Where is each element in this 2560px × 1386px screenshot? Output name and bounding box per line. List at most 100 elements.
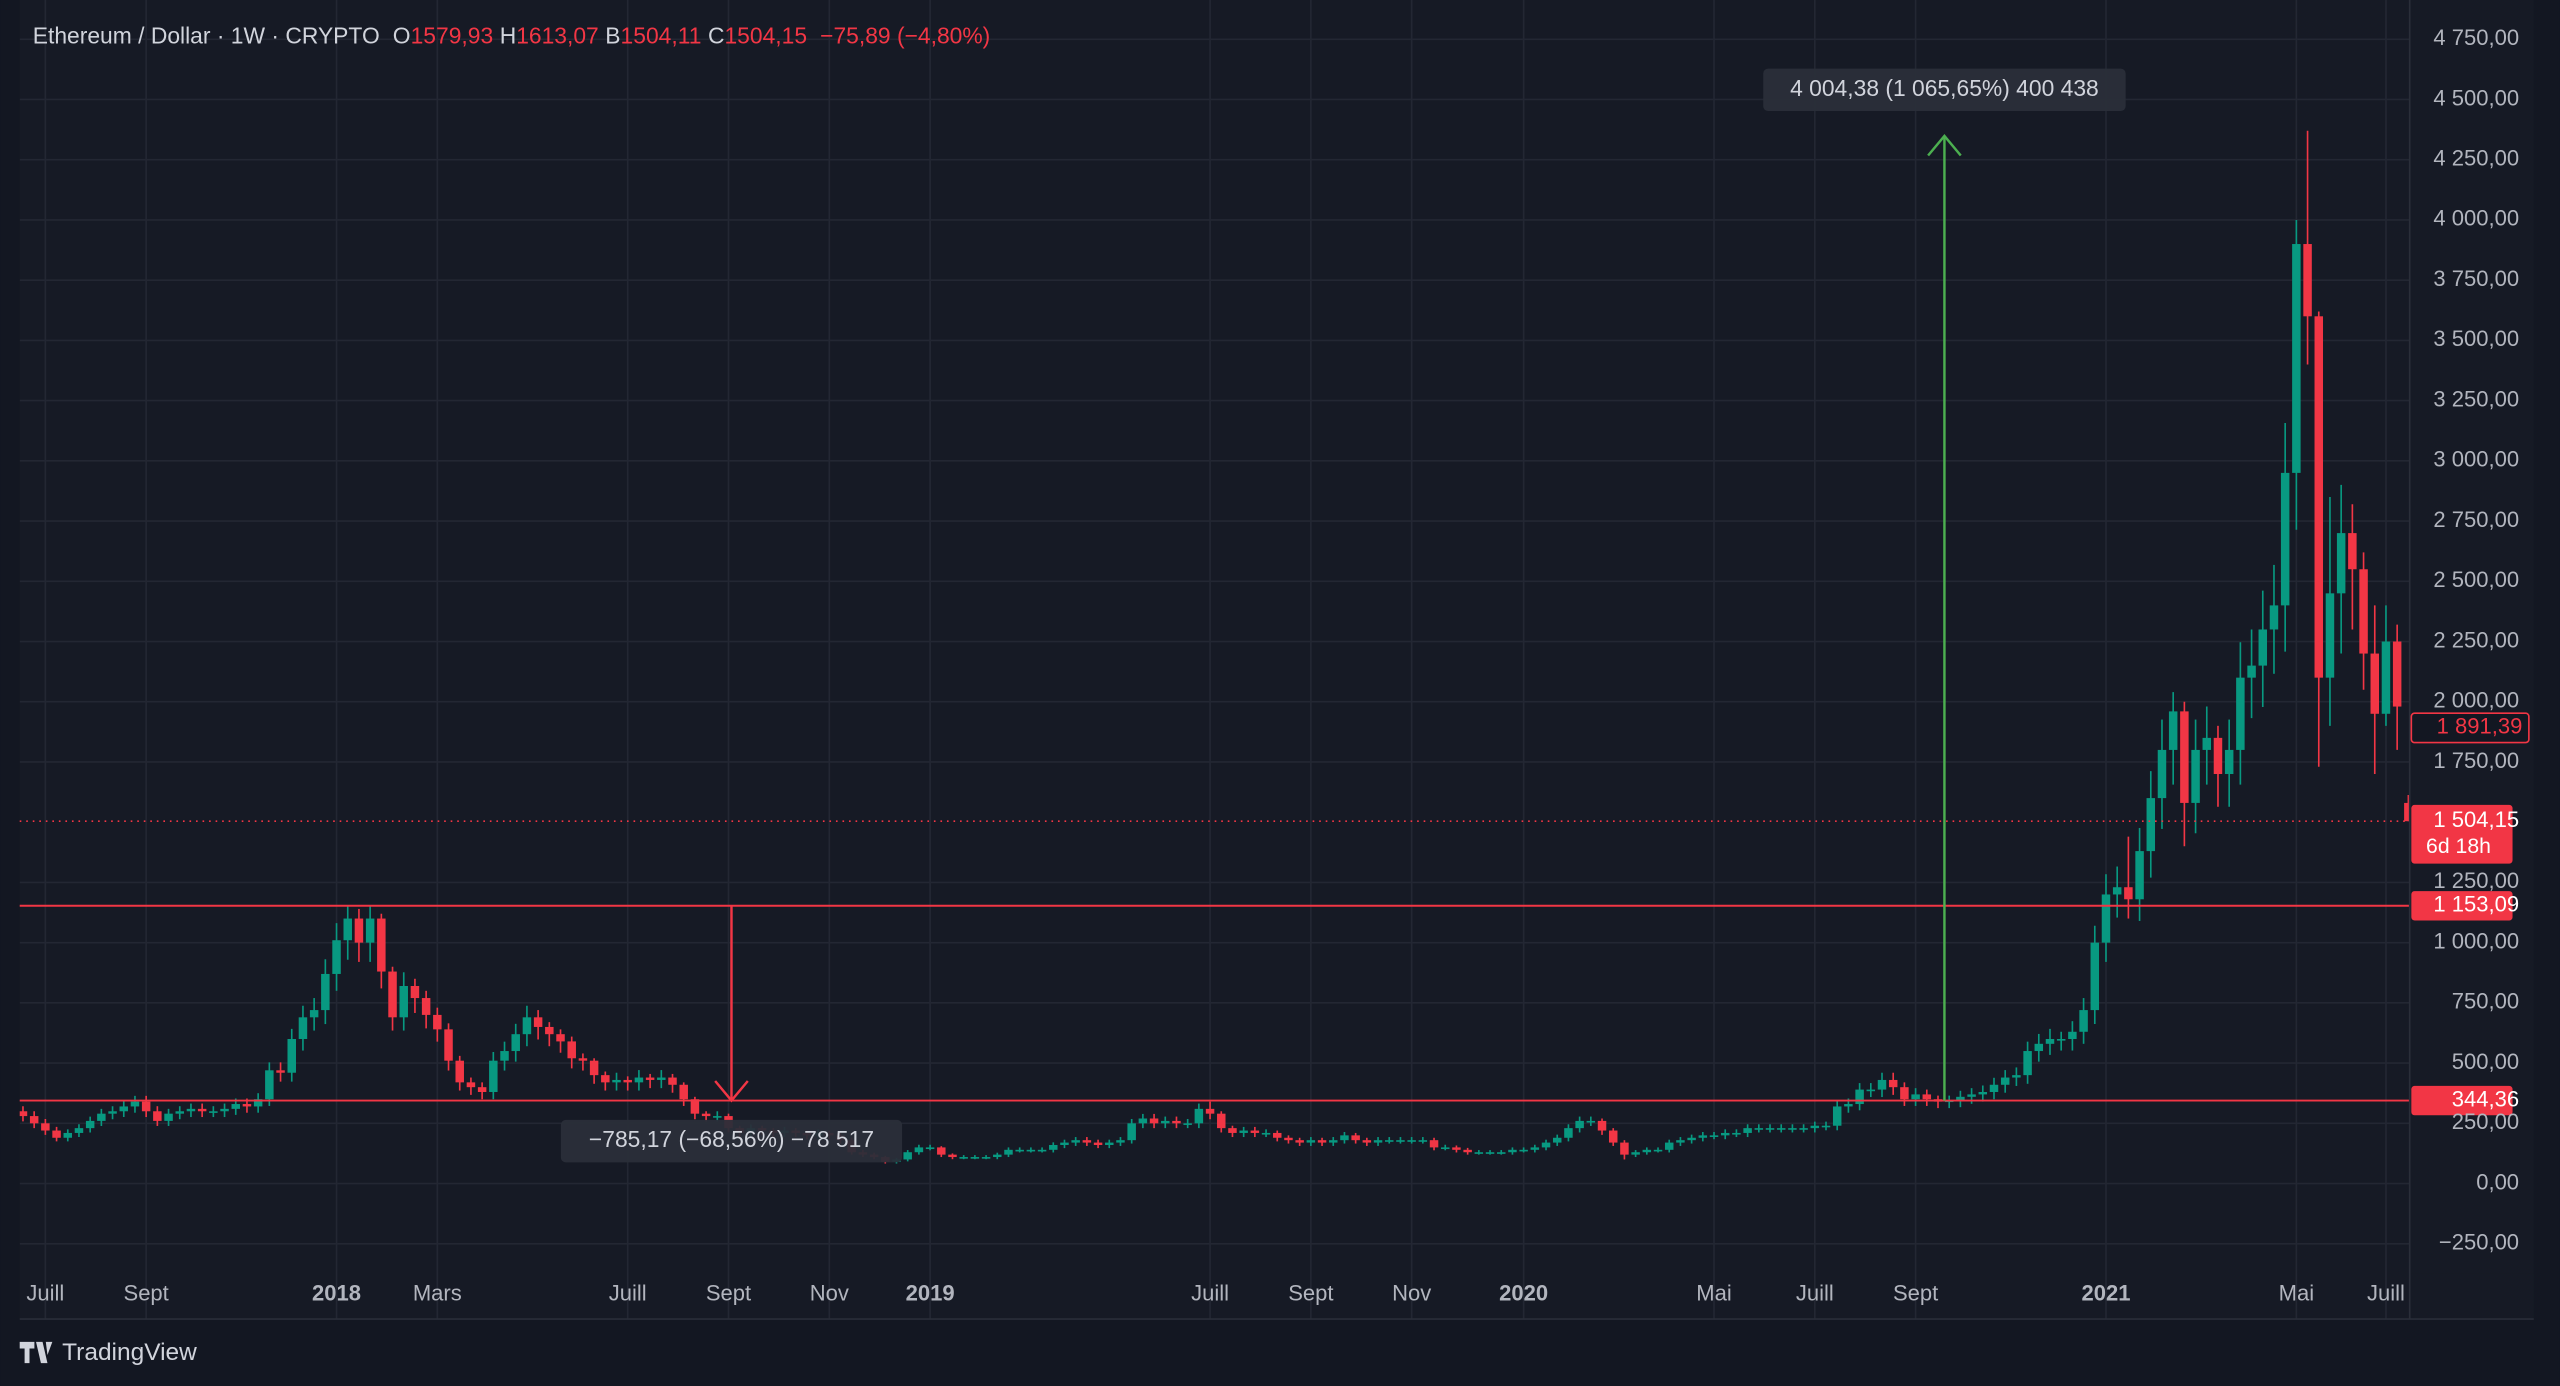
candle-body (1295, 1140, 1304, 1143)
candle-body (1138, 1118, 1148, 1124)
candle-body (1194, 1108, 1204, 1124)
candle-body (119, 1106, 129, 1112)
candle-body (578, 1058, 588, 1061)
candle-body (981, 1157, 991, 1159)
candle-body (1664, 1142, 1674, 1150)
candle-body (41, 1123, 50, 1131)
candle-body (388, 971, 397, 1018)
candle-body (108, 1111, 117, 1114)
candle-body (2168, 711, 2178, 750)
x-tick-label: Juill (1796, 1280, 1834, 1305)
candle-body (948, 1154, 957, 1158)
candle-body (2392, 641, 2402, 707)
candle-body (298, 1017, 308, 1039)
footer: TradingView (19, 1339, 197, 1366)
candle-body (2191, 749, 2200, 803)
candle-body (1004, 1149, 1013, 1155)
marker-label: 1 891,39 (2437, 714, 2523, 739)
ohlc-value: 1504,15 (724, 23, 807, 49)
candle-body (1217, 1113, 1226, 1129)
candle-body (2213, 737, 2223, 775)
x-tick-label: Sept (1288, 1280, 1333, 1305)
arrow-head (1927, 134, 1962, 157)
candle-body (2157, 749, 2167, 799)
candle-body (97, 1113, 106, 1121)
candle-body (332, 940, 341, 974)
y-tick-label: 2 500,00 (2433, 567, 2519, 592)
candle-body (130, 1101, 140, 1107)
x-tick-label: Juill (2367, 1280, 2405, 1305)
candle-body (2034, 1043, 2044, 1052)
candle-body (186, 1108, 196, 1112)
candle-body (1743, 1128, 1752, 1133)
candle-body (2056, 1038, 2066, 1041)
x-tick-label: Juill (1191, 1280, 1229, 1305)
ohlc: O1579,93 H1613,07 B1504,11 C1504,15 −75,89 (… (393, 23, 990, 49)
candle-body (74, 1128, 84, 1133)
candle-body (1105, 1142, 1114, 1145)
candle-body (2180, 711, 2189, 803)
x-tick-label: Juill (609, 1280, 647, 1305)
measure-label-box (1763, 68, 2126, 112)
overlay: 1 153,09 344,36 1 504,15 6d 18h 1 891,39 −785… (19, 68, 2530, 1163)
y-tick-label: 4 000,00 (2433, 206, 2519, 231)
candle-body (2090, 942, 2100, 1011)
candle-body (679, 1084, 688, 1100)
candle-body (1071, 1140, 1080, 1143)
candle-body (1888, 1079, 1898, 1088)
candle-body (1093, 1142, 1103, 1145)
candle-body (2112, 887, 2122, 895)
candle-body (2280, 472, 2290, 606)
candle-body (925, 1147, 935, 1150)
candle-body (2258, 629, 2268, 666)
candle-body (1127, 1123, 1136, 1141)
candle-body (1037, 1149, 1047, 1152)
candle-body (1474, 1152, 1484, 1154)
candle-body (19, 1111, 28, 1117)
y-tick-label: 2 000,00 (2433, 688, 2519, 713)
x-tick-label: Sept (124, 1280, 169, 1305)
candle-body (444, 1029, 453, 1061)
measure-label-box (560, 1119, 903, 1163)
candle-body (1306, 1140, 1316, 1143)
candle-body (1407, 1140, 1416, 1142)
footer-text: TradingView (62, 1339, 197, 1366)
candle-body (1653, 1149, 1663, 1152)
y-tick-label: 4 750,00 (2433, 25, 2519, 50)
candle-body (1586, 1120, 1596, 1123)
candle-body (141, 1101, 151, 1112)
candle-body (1116, 1140, 1125, 1143)
candle-body (287, 1038, 296, 1073)
candle-body (399, 986, 408, 1018)
candle-body (1530, 1147, 1540, 1150)
ohlc-key: O (393, 23, 411, 49)
y-tick-label: 500,00 (2452, 1049, 2519, 1074)
x-tick-label: 2019 (906, 1280, 955, 1305)
candle-body (623, 1079, 632, 1083)
candle-body (2370, 653, 2380, 714)
candle-body (1239, 1130, 1248, 1133)
candle-body (1832, 1106, 1842, 1126)
candle-body (231, 1104, 240, 1109)
x-tick-label: Mars (413, 1280, 462, 1305)
candle-body (2269, 605, 2279, 630)
candle-body (2124, 887, 2133, 900)
y-tick-label: 3 750,00 (2433, 266, 2519, 291)
candle-body (1844, 1104, 1853, 1107)
candle-body (2325, 593, 2335, 678)
candle-body (2202, 737, 2212, 750)
candle-body (1754, 1128, 1764, 1130)
candle-body (1799, 1128, 1808, 1130)
candle-body (29, 1116, 39, 1124)
x-tick-label: Mai (2279, 1280, 2314, 1305)
y-tick-label: 2 250,00 (2433, 627, 2519, 652)
candle-body (1261, 1132, 1271, 1135)
ohlc-value: 1504,11 (621, 23, 702, 49)
candle-body (914, 1147, 924, 1153)
x-tick-label: Sept (706, 1280, 751, 1305)
candle-body (2224, 749, 2234, 775)
candle-body (321, 973, 330, 1011)
candle-body (1519, 1149, 1528, 1152)
plot-area (19, 0, 2534, 1320)
logo (19, 1341, 53, 1364)
